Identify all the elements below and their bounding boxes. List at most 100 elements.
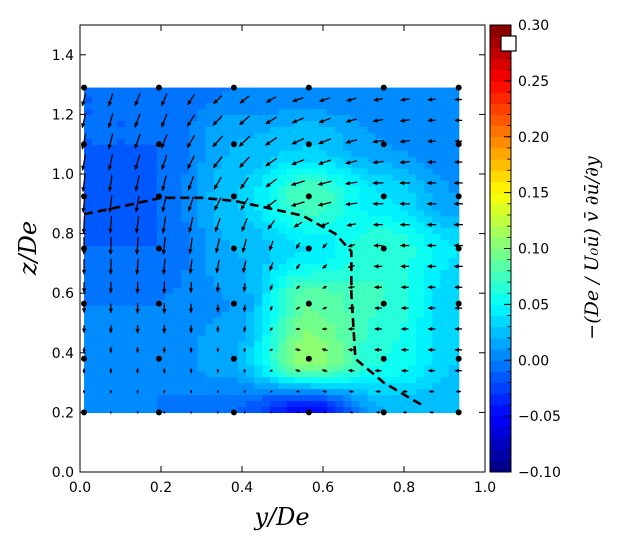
contour-cell <box>278 347 287 354</box>
contour-cell <box>319 88 328 92</box>
contour-cell <box>149 102 158 109</box>
contour-cell <box>165 293 174 300</box>
contour-cell <box>432 317 441 324</box>
contour-cell <box>384 102 393 109</box>
measurement-point <box>381 301 387 307</box>
contour-cell <box>319 251 328 258</box>
contour-cell <box>173 91 182 98</box>
contour-cell <box>125 102 134 109</box>
contour-cell <box>384 120 393 127</box>
contour-cell <box>359 210 368 217</box>
contour-cell <box>359 329 368 336</box>
contour-cell <box>197 108 206 115</box>
contour-cell <box>392 138 401 145</box>
contour-cell <box>408 341 417 348</box>
contour-cell <box>141 114 150 121</box>
contour-cell <box>116 126 125 133</box>
x-tick-label: 0.6 <box>312 480 334 496</box>
contour-cell <box>392 198 401 205</box>
contour-cell <box>165 341 174 348</box>
contour-cell <box>246 263 255 270</box>
contour-cell <box>92 341 101 348</box>
contour-cell <box>440 222 449 229</box>
contour-cell <box>368 192 377 199</box>
contour-cell <box>359 383 368 390</box>
contour-cell <box>278 180 287 187</box>
contour-cell <box>440 234 449 241</box>
contour-cell <box>392 180 401 187</box>
contour-cell <box>116 287 125 294</box>
contour-cell <box>416 257 425 264</box>
contour-cell <box>408 347 417 354</box>
contour-cell <box>278 97 287 104</box>
contour-cell <box>392 263 401 270</box>
contour-cell <box>116 383 125 390</box>
contour-cell <box>181 180 190 187</box>
contour-cell <box>343 216 352 223</box>
contour-cell <box>376 257 385 264</box>
contour-cell <box>254 97 263 104</box>
contour-cell <box>424 335 433 342</box>
contour-cell <box>424 257 433 264</box>
contour-cell <box>343 311 352 318</box>
contour-cell <box>327 120 336 127</box>
contour-cell <box>214 400 223 407</box>
contour-cell <box>149 174 158 181</box>
contour-cell <box>343 150 352 157</box>
contour-cell <box>359 400 368 407</box>
contour-cell <box>343 174 352 181</box>
contour-cell <box>108 281 117 288</box>
colorbar-tick-label: −0.05 <box>518 409 561 425</box>
contour-cell <box>222 192 231 199</box>
contour-cell <box>262 174 271 181</box>
measurement-point <box>456 85 462 91</box>
contour-cell <box>335 383 344 390</box>
contour-cell <box>206 234 215 241</box>
contour-cell <box>287 275 296 282</box>
contour-cell <box>230 400 239 407</box>
contour-cell <box>295 228 304 235</box>
contour-cell <box>278 222 287 229</box>
contour-cell <box>343 126 352 133</box>
contour-cell <box>270 108 279 115</box>
contour-cell <box>238 383 247 390</box>
contour-cell <box>125 210 134 217</box>
contour-cell <box>359 180 368 187</box>
contour-cell <box>416 353 425 360</box>
contour-cell <box>359 186 368 193</box>
contour-cell <box>432 383 441 390</box>
contour-cell <box>359 132 368 139</box>
contour-cell <box>319 383 328 390</box>
contour-cell <box>133 400 142 407</box>
contour-cell <box>197 287 206 294</box>
contour-cell <box>157 150 166 157</box>
contour-cell <box>125 287 134 294</box>
contour-cell <box>319 317 328 324</box>
contour-cell <box>376 216 385 223</box>
contour-cell <box>408 204 417 211</box>
contour-cell <box>197 383 206 390</box>
contour-cell <box>432 287 441 294</box>
contour-cell <box>408 305 417 312</box>
contour-cell <box>335 156 344 163</box>
contour-cell <box>222 311 231 318</box>
contour-cell <box>311 228 320 235</box>
contour-cell <box>100 138 109 145</box>
contour-cell <box>116 263 125 270</box>
contour-cell <box>270 359 279 366</box>
contour-cell <box>327 240 336 247</box>
contour-cell <box>376 168 385 175</box>
contour-cell <box>440 228 449 235</box>
contour-cell <box>141 353 150 360</box>
contour-cell <box>432 108 441 115</box>
contour-cell <box>157 126 166 133</box>
contour-cell <box>319 359 328 366</box>
contour-cell <box>189 400 198 407</box>
contour-cell <box>384 222 393 229</box>
contour-cell <box>440 365 449 372</box>
contour-cell <box>400 251 409 258</box>
contour-cell <box>189 257 198 264</box>
contour-cell <box>384 204 393 211</box>
contour-cell <box>351 91 360 98</box>
